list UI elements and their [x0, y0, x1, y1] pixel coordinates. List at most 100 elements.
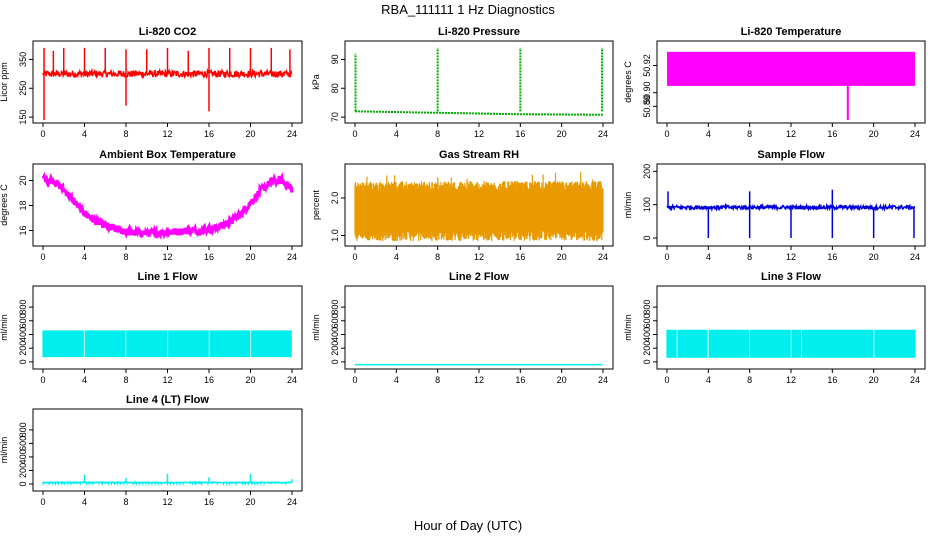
series-group: [354, 47, 604, 116]
series-group: [42, 473, 293, 486]
series-group: [666, 329, 916, 358]
panel-title: Li-820 Pressure: [438, 26, 520, 38]
panel-title: Sample Flow: [757, 149, 825, 161]
y-tick-label: 150: [18, 110, 28, 125]
x-tick-label: 8: [123, 252, 128, 262]
x-tick-label: 8: [747, 129, 752, 139]
x-tick-label: 24: [910, 252, 920, 262]
x-tick-label: 16: [827, 375, 837, 385]
y-axis-label: ml/min: [623, 314, 633, 341]
x-tick-label: 12: [474, 252, 484, 262]
y-tick-label: 200: [18, 341, 28, 356]
y-tick-label: 18: [18, 200, 28, 210]
x-tick-label: 0: [664, 252, 669, 262]
series-group: [42, 330, 292, 358]
x-tick-label: 12: [474, 375, 484, 385]
y-tick-label: 0: [642, 359, 652, 364]
y-tick-label: 0: [330, 359, 340, 364]
x-tick-label: 20: [557, 252, 567, 262]
x-tick-label: 24: [287, 129, 297, 139]
x-tick-label: 8: [747, 375, 752, 385]
x-tick-label: 20: [557, 129, 567, 139]
x-tick-label: 24: [598, 129, 608, 139]
x-tick-label: 4: [82, 252, 87, 262]
y-axis-label: degrees C: [0, 184, 9, 226]
y-tick-label: 800: [642, 300, 652, 315]
x-tick-label: 24: [287, 497, 297, 507]
y-tick-label: 200: [18, 463, 28, 478]
x-tick-label: 20: [557, 375, 567, 385]
x-tick-label: 16: [204, 129, 214, 139]
chart-panel: Gas Stream RH percent 0 4 8 12 16 20 24 1.0 2.0: [311, 149, 614, 262]
plot-frame: [344, 285, 614, 370]
x-tick-label: 24: [598, 252, 608, 262]
series-band: [42, 330, 292, 358]
x-tick-label: 8: [435, 129, 440, 139]
series-group: [666, 189, 916, 238]
x-tick-label: 8: [435, 375, 440, 385]
figure-x-axis-label: Hour of Day (UTC): [413, 518, 523, 533]
x-tick-label: 0: [40, 375, 45, 385]
x-tick-label: 0: [352, 252, 357, 262]
x-tick-label: 16: [827, 129, 837, 139]
y-axis-label: Licor ppm: [0, 62, 9, 102]
x-tick-label: 4: [706, 375, 711, 385]
chart-panel: Line 2 Flow ml/min 0 4 8 12 16 20 24 0 20040060080…: [311, 271, 614, 385]
y-tick-label: 1.0: [330, 229, 340, 242]
y-tick-label: 350: [18, 52, 28, 67]
series-group: [667, 51, 915, 120]
x-tick-label: 12: [786, 129, 796, 139]
x-tick-label: 8: [435, 252, 440, 262]
x-tick-label: 0: [664, 375, 669, 385]
y-tick-label: 600: [18, 313, 28, 328]
x-tick-label: 24: [910, 129, 920, 139]
y-tick-label: 16: [18, 225, 28, 235]
y-axis-label: ml/min: [311, 314, 321, 341]
x-tick-label: 20: [245, 252, 255, 262]
x-tick-label: 0: [40, 497, 45, 507]
series-low-band: [42, 482, 287, 486]
y-tick-label: 200: [642, 164, 652, 179]
chart-panel: Li-820 Temperature degrees C 0 4 8 12 16 20 24 50…: [623, 26, 926, 139]
y-tick-label: 600: [642, 313, 652, 328]
x-tick-label: 16: [515, 129, 525, 139]
y-axis-label: percent: [311, 189, 321, 220]
x-tick-label: 24: [910, 375, 920, 385]
x-tick-label: 4: [706, 129, 711, 139]
x-tick-label: 12: [474, 129, 484, 139]
y-tick-label: 50.90: [642, 81, 652, 104]
y-tick-label: 600: [18, 436, 28, 451]
x-tick-label: 0: [352, 375, 357, 385]
x-tick-label: 4: [394, 252, 399, 262]
x-tick-label: 4: [82, 375, 87, 385]
y-tick-label: 0: [18, 481, 28, 486]
x-tick-label: 4: [394, 129, 399, 139]
x-tick-label: 12: [162, 375, 172, 385]
series-group: [42, 47, 293, 120]
x-tick-label: 16: [204, 375, 214, 385]
y-tick-label: 50.89: [642, 95, 652, 118]
panel-title: Gas Stream RH: [439, 149, 519, 161]
y-tick-label: 100: [642, 197, 652, 212]
figure-title: RBA_111111 1 Hz Diagnostics: [381, 2, 555, 17]
x-tick-label: 0: [664, 129, 669, 139]
series-group: [354, 172, 604, 242]
series-band: [666, 329, 916, 358]
series-line: [354, 110, 604, 116]
y-tick-label: 600: [330, 313, 340, 328]
y-axis-label: kPa: [311, 74, 321, 90]
x-tick-label: 12: [162, 129, 172, 139]
x-tick-label: 4: [394, 375, 399, 385]
y-tick-label: 800: [330, 300, 340, 315]
y-tick-label: 20: [18, 175, 28, 185]
y-tick-label: 400: [330, 327, 340, 342]
x-tick-label: 16: [515, 252, 525, 262]
series-line: [42, 171, 294, 241]
x-tick-label: 8: [123, 129, 128, 139]
panel-title: Li-820 CO2: [139, 26, 196, 38]
x-tick-label: 24: [287, 252, 297, 262]
x-tick-label: 20: [245, 129, 255, 139]
x-tick-label: 4: [82, 497, 87, 507]
plot-frame: [344, 40, 614, 124]
y-axis-label: degrees C: [623, 61, 633, 103]
